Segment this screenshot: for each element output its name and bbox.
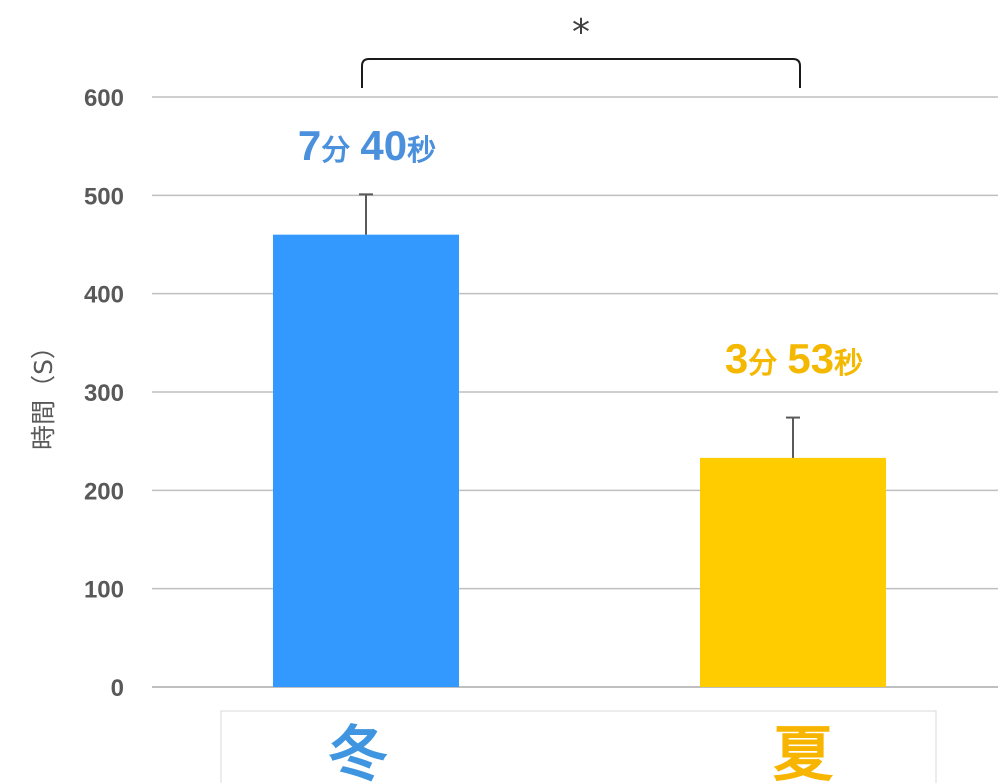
y-tick-label: 600: [84, 85, 124, 112]
bars: [273, 234, 886, 687]
y-tick-labels: 0 100 200 300 400 500 600: [84, 85, 124, 702]
data-label: 7分 40秒: [298, 122, 436, 169]
category-labels: 冬夏: [328, 720, 834, 783]
significance-marker: *: [572, 12, 590, 53]
y-tick-label: 300: [84, 380, 124, 407]
y-tick-label: 100: [84, 577, 124, 604]
bar: [700, 457, 886, 687]
y-tick-label: 200: [84, 478, 124, 505]
category-label: 冬: [328, 720, 388, 783]
error-bars: [359, 193, 800, 458]
category-axis-box: [220, 710, 937, 783]
data-labels: 7分 40秒 3分 53秒: [298, 122, 863, 382]
category-label: 夏: [773, 720, 834, 783]
y-tick-label: 500: [84, 183, 124, 210]
y-tick-label: 400: [84, 282, 124, 309]
y-axis-label: 時間（S）: [29, 334, 58, 450]
bar: [273, 234, 459, 687]
significance-bracket: [361, 58, 801, 88]
y-tick-label: 0: [111, 675, 124, 702]
data-label: 3分 53秒: [725, 335, 863, 382]
